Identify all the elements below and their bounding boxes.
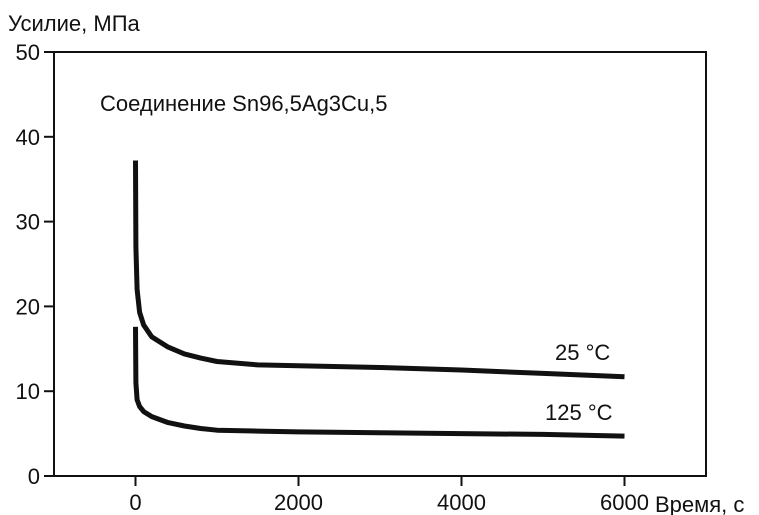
x-tick-label: 2000: [274, 490, 323, 515]
chart-annotation: Соединение Sn96,5Ag3Cu,5: [100, 91, 388, 116]
x-axis-label: Время, с: [655, 492, 744, 515]
series-label-25c: 25 °C: [555, 340, 610, 365]
x-axis-ticks: 0 2000 4000 6000: [129, 476, 649, 515]
series-layer: [133, 160, 625, 439]
y-tick-label: 20: [16, 294, 40, 319]
y-tick-label: 10: [16, 379, 40, 404]
y-axis-ticks: 0 10 20 30 40 50: [16, 40, 54, 489]
y-tick-label: 40: [16, 125, 40, 150]
series-label-125c: 125 °C: [545, 400, 613, 425]
x-tick-label: 4000: [437, 490, 486, 515]
x-tick-label: 0: [129, 490, 141, 515]
y-axis-label: Усилие, МПа: [8, 11, 141, 36]
y-tick-label: 0: [28, 464, 40, 489]
series-line-1: [133, 326, 625, 439]
plot-frame: [53, 51, 707, 477]
y-tick-label: 30: [16, 210, 40, 235]
y-tick-label: 50: [16, 40, 40, 65]
series-line-0: [133, 160, 625, 380]
x-tick-label: 6000: [600, 490, 649, 515]
